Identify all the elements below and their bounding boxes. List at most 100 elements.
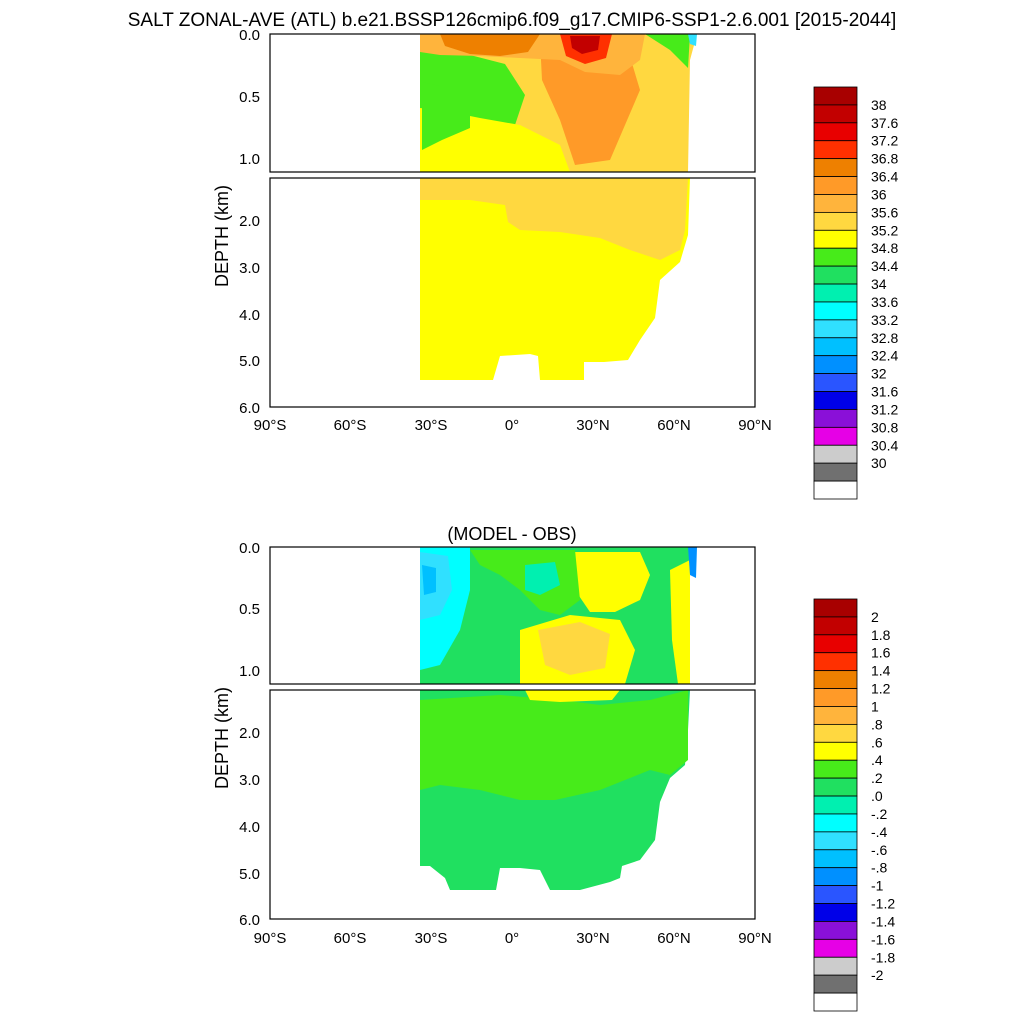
colorbar-label: 31.6: [871, 384, 898, 400]
y-tick-label: 1.0: [239, 151, 260, 168]
x-tick-label: 90°S: [254, 930, 287, 947]
colorbar-label: 2: [871, 609, 879, 625]
contour-field-lower: [420, 178, 690, 380]
difference-region-yellow-east: [670, 560, 690, 684]
y-tick-label: 4.0: [239, 307, 260, 324]
y-axis-label: DEPTH (km): [212, 185, 232, 287]
colorbar-label: .2: [871, 770, 883, 786]
colorbar-swatch: [813, 265, 858, 285]
colorbar-swatch: [813, 373, 858, 392]
x-tick-label: 60°S: [334, 930, 367, 947]
panel-title: (MODEL - OBS): [447, 524, 576, 544]
colorbar-swatch: [813, 938, 858, 958]
colorbar-swatch: [813, 759, 858, 779]
colorbar: 21.81.61.41.21.8.6.4.2.0-.2-.4-.6-.8-1-1…: [813, 598, 895, 1012]
colorbar-swatch: [813, 176, 858, 195]
colorbar-swatch: [813, 670, 858, 689]
colorbar-swatch: [813, 723, 858, 743]
colorbar-label: 32: [871, 366, 887, 382]
y-tick-label: 3.0: [239, 260, 260, 277]
colorbar-swatch: [813, 462, 858, 482]
colorbar-swatch: [813, 974, 858, 994]
salinity-region-cyan-edge: [688, 34, 697, 46]
colorbar-label: 34: [871, 276, 887, 292]
colorbar-label: 35.6: [871, 204, 898, 220]
colorbar-swatch: [813, 849, 858, 869]
x-tick-label: 30°N: [576, 930, 610, 947]
colorbar-swatch: [813, 706, 858, 725]
colorbar-swatch: [813, 247, 858, 267]
colorbar-swatch: [813, 337, 858, 357]
colorbar-label: 30.8: [871, 419, 898, 435]
colorbar-label: 1: [871, 698, 879, 714]
colorbar-label: 34.4: [871, 258, 898, 274]
x-tick-label: 30°S: [415, 417, 448, 434]
y-tick-label: 5.0: [239, 866, 260, 883]
colorbar-swatch: [813, 140, 858, 160]
colorbar-label: 1.8: [871, 627, 891, 643]
colorbar-swatch: [813, 104, 858, 124]
y-tick-label: 1.0: [239, 663, 260, 680]
colorbar-swatch: [813, 867, 858, 887]
colorbar-label: 32.4: [871, 348, 898, 364]
colorbar-swatch: [813, 480, 858, 500]
colorbar-label: -2: [871, 967, 884, 983]
colorbar-label: -1: [871, 878, 884, 894]
colorbar-label: 32.8: [871, 330, 898, 346]
y-tick-label: 0.5: [239, 89, 260, 106]
colorbar-swatch: [813, 634, 858, 654]
colorbar-label: -1.2: [871, 896, 895, 912]
x-tick-label: 30°N: [576, 417, 610, 434]
x-tick-label: 0°: [505, 417, 519, 434]
colorbar-label: .8: [871, 716, 883, 732]
y-tick-label: 0.0: [239, 27, 260, 44]
axis-break: [268, 172, 755, 178]
x-tick-label: 60°N: [657, 417, 691, 434]
colorbar-swatch: [813, 211, 858, 231]
colorbar-swatch: [813, 813, 858, 833]
colorbar-label: 33.6: [871, 294, 898, 310]
colorbar-label: -.4: [871, 824, 888, 840]
difference-region-blue-edge: [688, 547, 697, 578]
colorbar-swatch: [813, 409, 858, 428]
x-tick-labels: 90°S 60°S 30°S 0° 30°N 60°N 90°N: [254, 417, 772, 434]
colorbar-swatch: [813, 426, 858, 446]
colorbar-label: 30: [871, 455, 887, 471]
colorbar-label: -1.8: [871, 949, 895, 965]
panel-salt-model: 90°S 60°S 30°S 0° 30°N 60°N 90°N 0.0 0.5…: [212, 27, 898, 500]
colorbar-swatch: [813, 616, 858, 636]
colorbar-label: 1.2: [871, 681, 891, 697]
colorbar-swatch: [813, 283, 858, 303]
colorbar-swatch: [813, 777, 858, 797]
colorbar-swatch: [813, 355, 858, 375]
panel-salt-difference: (MODEL - OBS) 90°S 60°S 30°S 0°: [212, 524, 895, 1012]
x-tick-label: 90°N: [738, 930, 772, 947]
y-tick-label: 4.0: [239, 819, 260, 836]
colorbar-swatch: [813, 319, 858, 339]
colorbar-label: .6: [871, 734, 883, 750]
x-tick-label: 90°S: [254, 417, 287, 434]
colorbar-swatch: [813, 688, 858, 707]
colorbar-swatch: [813, 194, 858, 213]
salinity-region-darkred: [570, 36, 600, 54]
colorbar-label: 31.2: [871, 401, 898, 417]
salinity-region-deep-lightorange: [420, 178, 688, 260]
x-tick-label: 90°N: [738, 417, 772, 434]
colorbar-label: -.6: [871, 842, 888, 858]
contour-field-lower: [420, 690, 690, 890]
colorbar-label: 38: [871, 97, 887, 113]
plot-frame-lower: [269, 177, 756, 408]
contour-field-upper: [420, 547, 697, 684]
colorbar: 38 37.6 37.2 36.8 36.436 35.6 35.2 34.8 34.4 34 33…: [813, 86, 898, 500]
salinity-region-darkorange: [440, 34, 540, 56]
colorbar-swatch: [813, 598, 858, 618]
y-tick-label: 2.0: [239, 213, 260, 230]
y-tick-label: 6.0: [239, 912, 260, 929]
axis-break: [268, 684, 755, 690]
colorbar-swatch: [813, 831, 858, 851]
colorbar-swatch: [813, 652, 858, 672]
figure-title: SALT ZONAL-AVE (ATL) b.e21.BSSP126cmip6.…: [128, 10, 897, 31]
colorbar-label: -.8: [871, 860, 888, 876]
difference-region-deep-lightgreen: [420, 690, 688, 800]
